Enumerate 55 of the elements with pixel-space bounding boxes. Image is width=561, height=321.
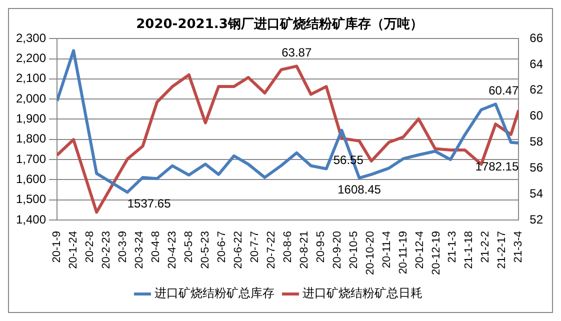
- y2-tick-label: 60: [530, 108, 544, 123]
- data-label: 1608.45: [338, 182, 382, 196]
- y2-tick-label: 62: [530, 82, 544, 97]
- chart-title: 2020-2021.3钢厂进口矿烧结粉矿库存（万吨）: [136, 16, 423, 32]
- x-tick-label: 20-8-6: [282, 230, 294, 263]
- legend-label: 进口矿烧结粉矿总库存: [154, 286, 274, 300]
- x-tick-label: 20-8-21: [298, 230, 310, 269]
- data-label: 60.47: [488, 84, 519, 98]
- y-tick-label: 2,000: [16, 91, 46, 106]
- x-tick-label: 20-4-8: [150, 230, 162, 263]
- x-tick-label: 20-3-9: [117, 230, 130, 263]
- x-tick-label: 20-11-19: [397, 230, 410, 274]
- data-label: 63.87: [282, 46, 312, 60]
- y2-tick-label: 64: [530, 56, 544, 71]
- y-tick-label: 1,500: [16, 192, 46, 206]
- x-tick-label: 20-5-8: [182, 230, 195, 263]
- x-tick-label: 20-1-9: [51, 230, 64, 263]
- x-tick-label: 20-5-23: [199, 230, 212, 269]
- y2-tick-label: 66: [530, 30, 544, 45]
- x-tick-label: 21-1-18: [463, 230, 476, 269]
- data-label: 1782.15: [475, 159, 519, 174]
- x-tick-label: 20-10-20: [364, 230, 376, 276]
- x-tick-label: 20-9-20: [331, 230, 344, 269]
- x-tick-label: 20-9-5: [314, 230, 327, 263]
- y-tick-label: 1,900: [16, 112, 46, 126]
- x-tick-label: 21-2-2: [480, 230, 492, 263]
- y-tick-label: 1,700: [16, 152, 46, 166]
- x-tick-label: 20-10-5: [348, 230, 360, 269]
- x-tick-label: 20-12-4: [414, 230, 426, 269]
- y2-tick-label: 52: [530, 212, 544, 226]
- y-tick-label: 1,400: [16, 212, 46, 226]
- x-tick-label: 20-7-7: [248, 230, 261, 263]
- x-tick-label: 20-2-23: [100, 230, 113, 269]
- x-tick-label: 20-6-7: [216, 230, 228, 263]
- data-label: 1537.65: [127, 196, 172, 211]
- x-tick-label: 20-12-19: [430, 230, 442, 276]
- x-tick-label: 20-4-23: [166, 230, 178, 269]
- y-tick-label: 2,300: [16, 30, 46, 45]
- y-tick-label: 2,200: [16, 51, 46, 66]
- y-tick-label: 2,100: [16, 71, 46, 86]
- x-tick-label: 20-2-8: [84, 230, 96, 263]
- x-tick-label: 21-1-3: [446, 230, 459, 263]
- x-tick-label: 20-3-24: [133, 230, 146, 269]
- y-tick-label: 1,600: [16, 172, 46, 186]
- x-tick-label: 20-11-4: [380, 230, 393, 268]
- y-tick-label: 1,800: [16, 132, 46, 146]
- x-tick-label: 21-3-4: [512, 230, 525, 263]
- x-tick-label: 20-6-22: [232, 230, 244, 269]
- y2-tick-label: 54: [530, 186, 544, 200]
- legend-label: 进口矿烧结粉矿总日耗: [302, 286, 422, 300]
- y2-tick-label: 58: [530, 134, 544, 149]
- y2-tick-label: 56: [530, 160, 544, 174]
- x-tick-label: 20-1-24: [68, 230, 80, 269]
- x-tick-label: 21-2-17: [496, 230, 508, 269]
- x-tick-label: 20-7-22: [265, 230, 278, 269]
